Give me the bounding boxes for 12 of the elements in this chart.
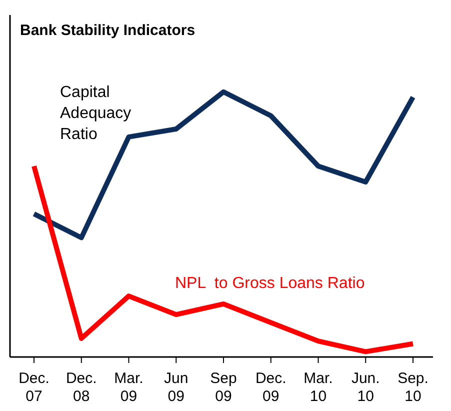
x-tick-label: Sep 09	[210, 370, 237, 405]
x-tick-label: Jun. 10	[351, 370, 380, 405]
series-label: Capital Adequacy Ratio	[60, 83, 132, 145]
x-tick-label: Dec. 08	[66, 370, 97, 405]
x-tick-label: Sep. 10	[398, 370, 428, 405]
x-tick-label: Mar. 09	[114, 370, 144, 405]
x-tick-label: Dec. 07	[18, 370, 50, 405]
x-tick-label: Jun 09	[164, 370, 188, 405]
series-label: NPL to Gross Loans Ratio	[175, 274, 365, 294]
x-tick-label: Mar. 10	[304, 370, 333, 405]
x-tick-label: Dec. 09	[255, 370, 286, 405]
chart-title: Bank Stability Indicators	[20, 22, 196, 39]
